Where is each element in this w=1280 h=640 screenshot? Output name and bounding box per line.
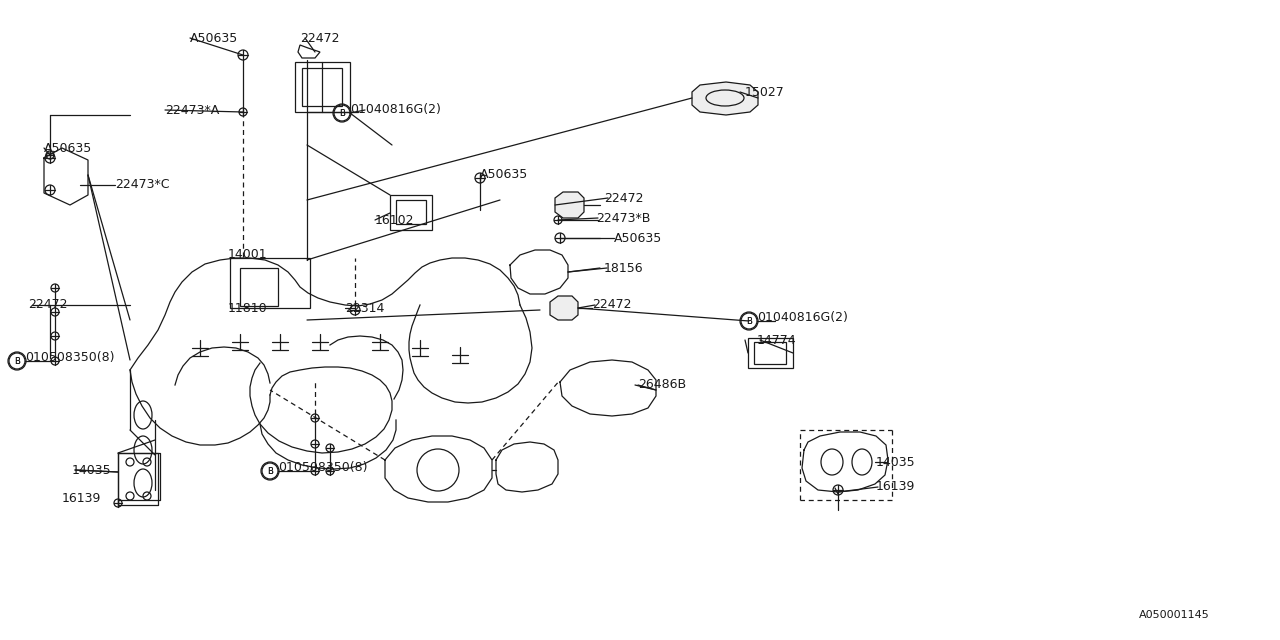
- Text: A50635: A50635: [44, 141, 92, 154]
- Text: B: B: [339, 109, 344, 118]
- Text: 11810: 11810: [228, 301, 268, 314]
- Text: 22472: 22472: [591, 298, 631, 312]
- Text: B: B: [14, 356, 20, 365]
- Text: A50635: A50635: [480, 168, 529, 182]
- Bar: [748, 338, 794, 368]
- Bar: [230, 258, 310, 308]
- Polygon shape: [556, 192, 584, 218]
- Text: 16102: 16102: [375, 214, 415, 227]
- Text: A50635: A50635: [614, 232, 662, 244]
- Bar: [294, 62, 349, 112]
- Text: 22473*B: 22473*B: [596, 211, 650, 225]
- Text: A050001145: A050001145: [1139, 610, 1210, 620]
- Bar: [754, 342, 786, 364]
- Bar: [396, 200, 426, 224]
- Text: B: B: [268, 467, 273, 476]
- Polygon shape: [298, 45, 320, 58]
- Text: 18156: 18156: [604, 262, 644, 275]
- Text: A50635: A50635: [189, 31, 238, 45]
- Text: 010508350(8): 010508350(8): [278, 461, 367, 474]
- Text: B: B: [746, 317, 751, 326]
- Text: 22472: 22472: [300, 31, 339, 45]
- Text: 01040816G(2): 01040816G(2): [349, 104, 440, 116]
- Polygon shape: [550, 296, 579, 320]
- Text: 22472: 22472: [604, 191, 644, 205]
- Text: 22473*C: 22473*C: [115, 179, 169, 191]
- Text: 22473*A: 22473*A: [165, 104, 219, 116]
- Text: B: B: [339, 109, 344, 118]
- Bar: [390, 195, 433, 230]
- Polygon shape: [692, 82, 758, 115]
- Text: 01040816G(2): 01040816G(2): [756, 312, 847, 324]
- Text: 010508350(8): 010508350(8): [26, 351, 114, 365]
- Text: B: B: [746, 317, 751, 326]
- Text: 16139: 16139: [61, 492, 101, 504]
- Text: 26486B: 26486B: [637, 378, 686, 392]
- Text: 16139: 16139: [876, 481, 915, 493]
- Text: 15027: 15027: [745, 86, 785, 99]
- Bar: [302, 68, 342, 106]
- Text: 14035: 14035: [876, 456, 915, 468]
- Text: 22472: 22472: [28, 298, 68, 312]
- Text: 14774: 14774: [756, 333, 796, 346]
- Text: 22314: 22314: [346, 301, 384, 314]
- Text: B: B: [14, 356, 20, 365]
- Bar: [241, 268, 278, 306]
- Text: 14001: 14001: [228, 248, 268, 262]
- Text: B: B: [268, 467, 273, 476]
- Text: 14035: 14035: [72, 463, 111, 477]
